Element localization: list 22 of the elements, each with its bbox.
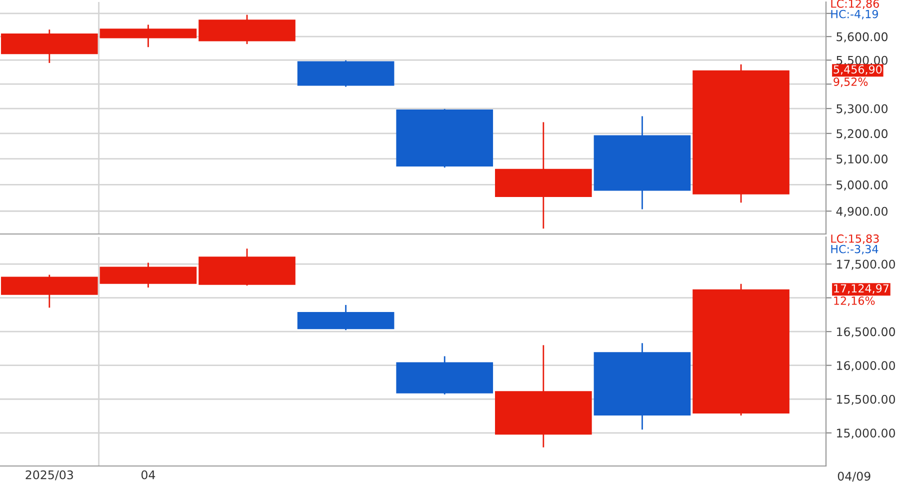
y-tick-label: 17,500.00 [837, 260, 896, 270]
y-tick-label: 5,500.00 [836, 56, 888, 66]
y-tick-label: 5,600.00 [836, 32, 888, 42]
x-tick-label: 2025/03 [26, 470, 73, 480]
text: HC:-3,34 [831, 244, 878, 254]
y-tick-label: 15,000.00 [837, 428, 896, 439]
y-tick-label: 16,000.00 [837, 361, 896, 372]
y-tick-label: 15,500.00 [837, 394, 896, 405]
y-tick-label: 16,500.00 [837, 327, 896, 338]
text: 04/09 [838, 472, 870, 482]
text: LC:15,83 [831, 234, 879, 244]
text: 5,456,90 [834, 65, 882, 75]
text: 17,124,97 [834, 284, 889, 294]
y-tick-label: 5,300.00 [836, 104, 888, 114]
y-tick-label: 5,200.00 [836, 129, 888, 140]
text: HC:-4,19 [831, 10, 878, 20]
y-tick-label: 5,100.00 [836, 154, 888, 165]
y-tick-label: 5,000.00 [836, 180, 888, 191]
text: 9,52% [834, 78, 868, 88]
text: 12,16% [834, 296, 875, 306]
y-tick-label: 4,900.00 [836, 206, 888, 217]
x-tick-label: 04 [141, 470, 156, 480]
